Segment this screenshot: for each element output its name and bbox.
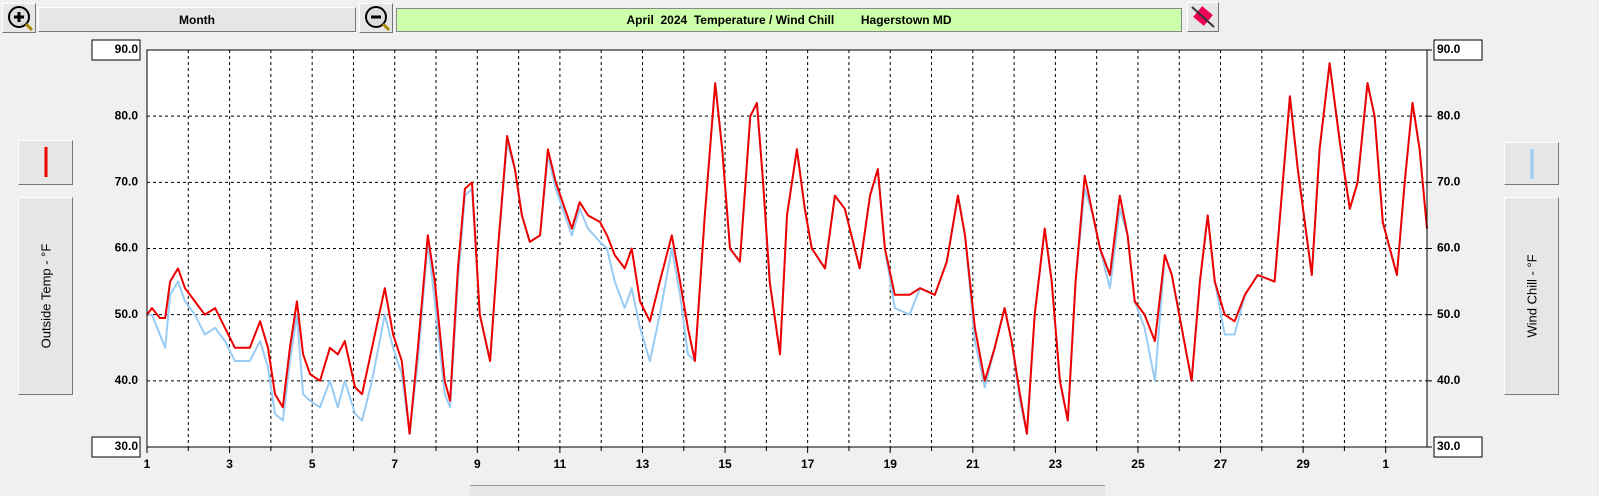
y2-tick-label: 50.0	[1437, 307, 1461, 321]
series-line	[146, 62, 1428, 435]
y-tick-label: 70.0	[115, 175, 139, 189]
x-tick-label: 1	[144, 457, 151, 470]
zoom-out-icon	[365, 6, 391, 32]
zoom-in[interactable]	[2, 3, 36, 33]
x-tick-label: 13	[636, 457, 650, 470]
scrollbar	[470, 485, 1105, 496]
period-button[interactable]: Month	[38, 7, 356, 32]
temp-series-button[interactable]	[18, 140, 73, 185]
chart: 30.0 40.0 50.0 60.0 70.0 80.0 90.0 30.0 40.0 50.0…	[91, 39, 1483, 470]
y2-tick-box	[1433, 436, 1483, 458]
x-tick-label: 23	[1049, 457, 1063, 470]
x-tick-label: 1	[1382, 457, 1389, 470]
y2-tick-box	[1433, 39, 1483, 61]
x-tick-label: 29	[1296, 457, 1310, 470]
y-tick-label: 50.0	[115, 307, 139, 321]
y2-tick-label: 40.0	[1437, 373, 1461, 387]
x-tick-label: 17	[801, 457, 815, 470]
x-tick-label: 3	[226, 457, 233, 470]
zoom-out[interactable]	[359, 3, 393, 33]
chart-title: April 2024 Temperature / Wind Chill Hage…	[396, 8, 1182, 32]
x-tick-label: 21	[966, 457, 980, 470]
tool-icon	[1191, 6, 1215, 28]
y2-tick-label: 30.0	[1437, 439, 1461, 453]
y2-tick-label: 60.0	[1437, 241, 1461, 255]
x-tick-label: 27	[1214, 457, 1228, 470]
x-tick-label: 19	[884, 457, 898, 470]
x-tick-label: 11	[554, 457, 567, 470]
zoom-in-icon	[8, 6, 34, 32]
x-tick-label: 25	[1131, 457, 1145, 470]
y-axis-button[interactable]: Outside Temp - °F	[18, 197, 73, 395]
x-tick-label: 5	[309, 457, 316, 470]
y2-axis-button[interactable]: Wind Chill - °F	[1504, 197, 1559, 395]
tool-button[interactable]	[1187, 2, 1219, 32]
x-tick-label: 9	[474, 457, 481, 470]
temp-swatch	[44, 147, 48, 177]
y-tick-label: 80.0	[115, 108, 139, 122]
plot-frame	[146, 49, 1428, 448]
chill-swatch	[1530, 149, 1534, 179]
chill-series-button[interactable]	[1504, 142, 1559, 185]
y-tick-label: 60.0	[115, 241, 139, 255]
y-tick-box	[91, 436, 141, 458]
y2-tick-label: 90.0	[1437, 42, 1461, 56]
plot-area	[147, 50, 1427, 447]
y2-tick-label: 70.0	[1437, 175, 1461, 189]
x-tick-label: 15	[718, 457, 732, 470]
y-tick-box	[91, 39, 141, 61]
y-tick-label: 30.0	[115, 439, 139, 453]
y-tick-label: 90.0	[115, 42, 139, 56]
x-tick-label: 7	[391, 457, 398, 470]
y-tick-label: 40.0	[115, 373, 139, 387]
y2-tick-label: 80.0	[1437, 108, 1461, 122]
